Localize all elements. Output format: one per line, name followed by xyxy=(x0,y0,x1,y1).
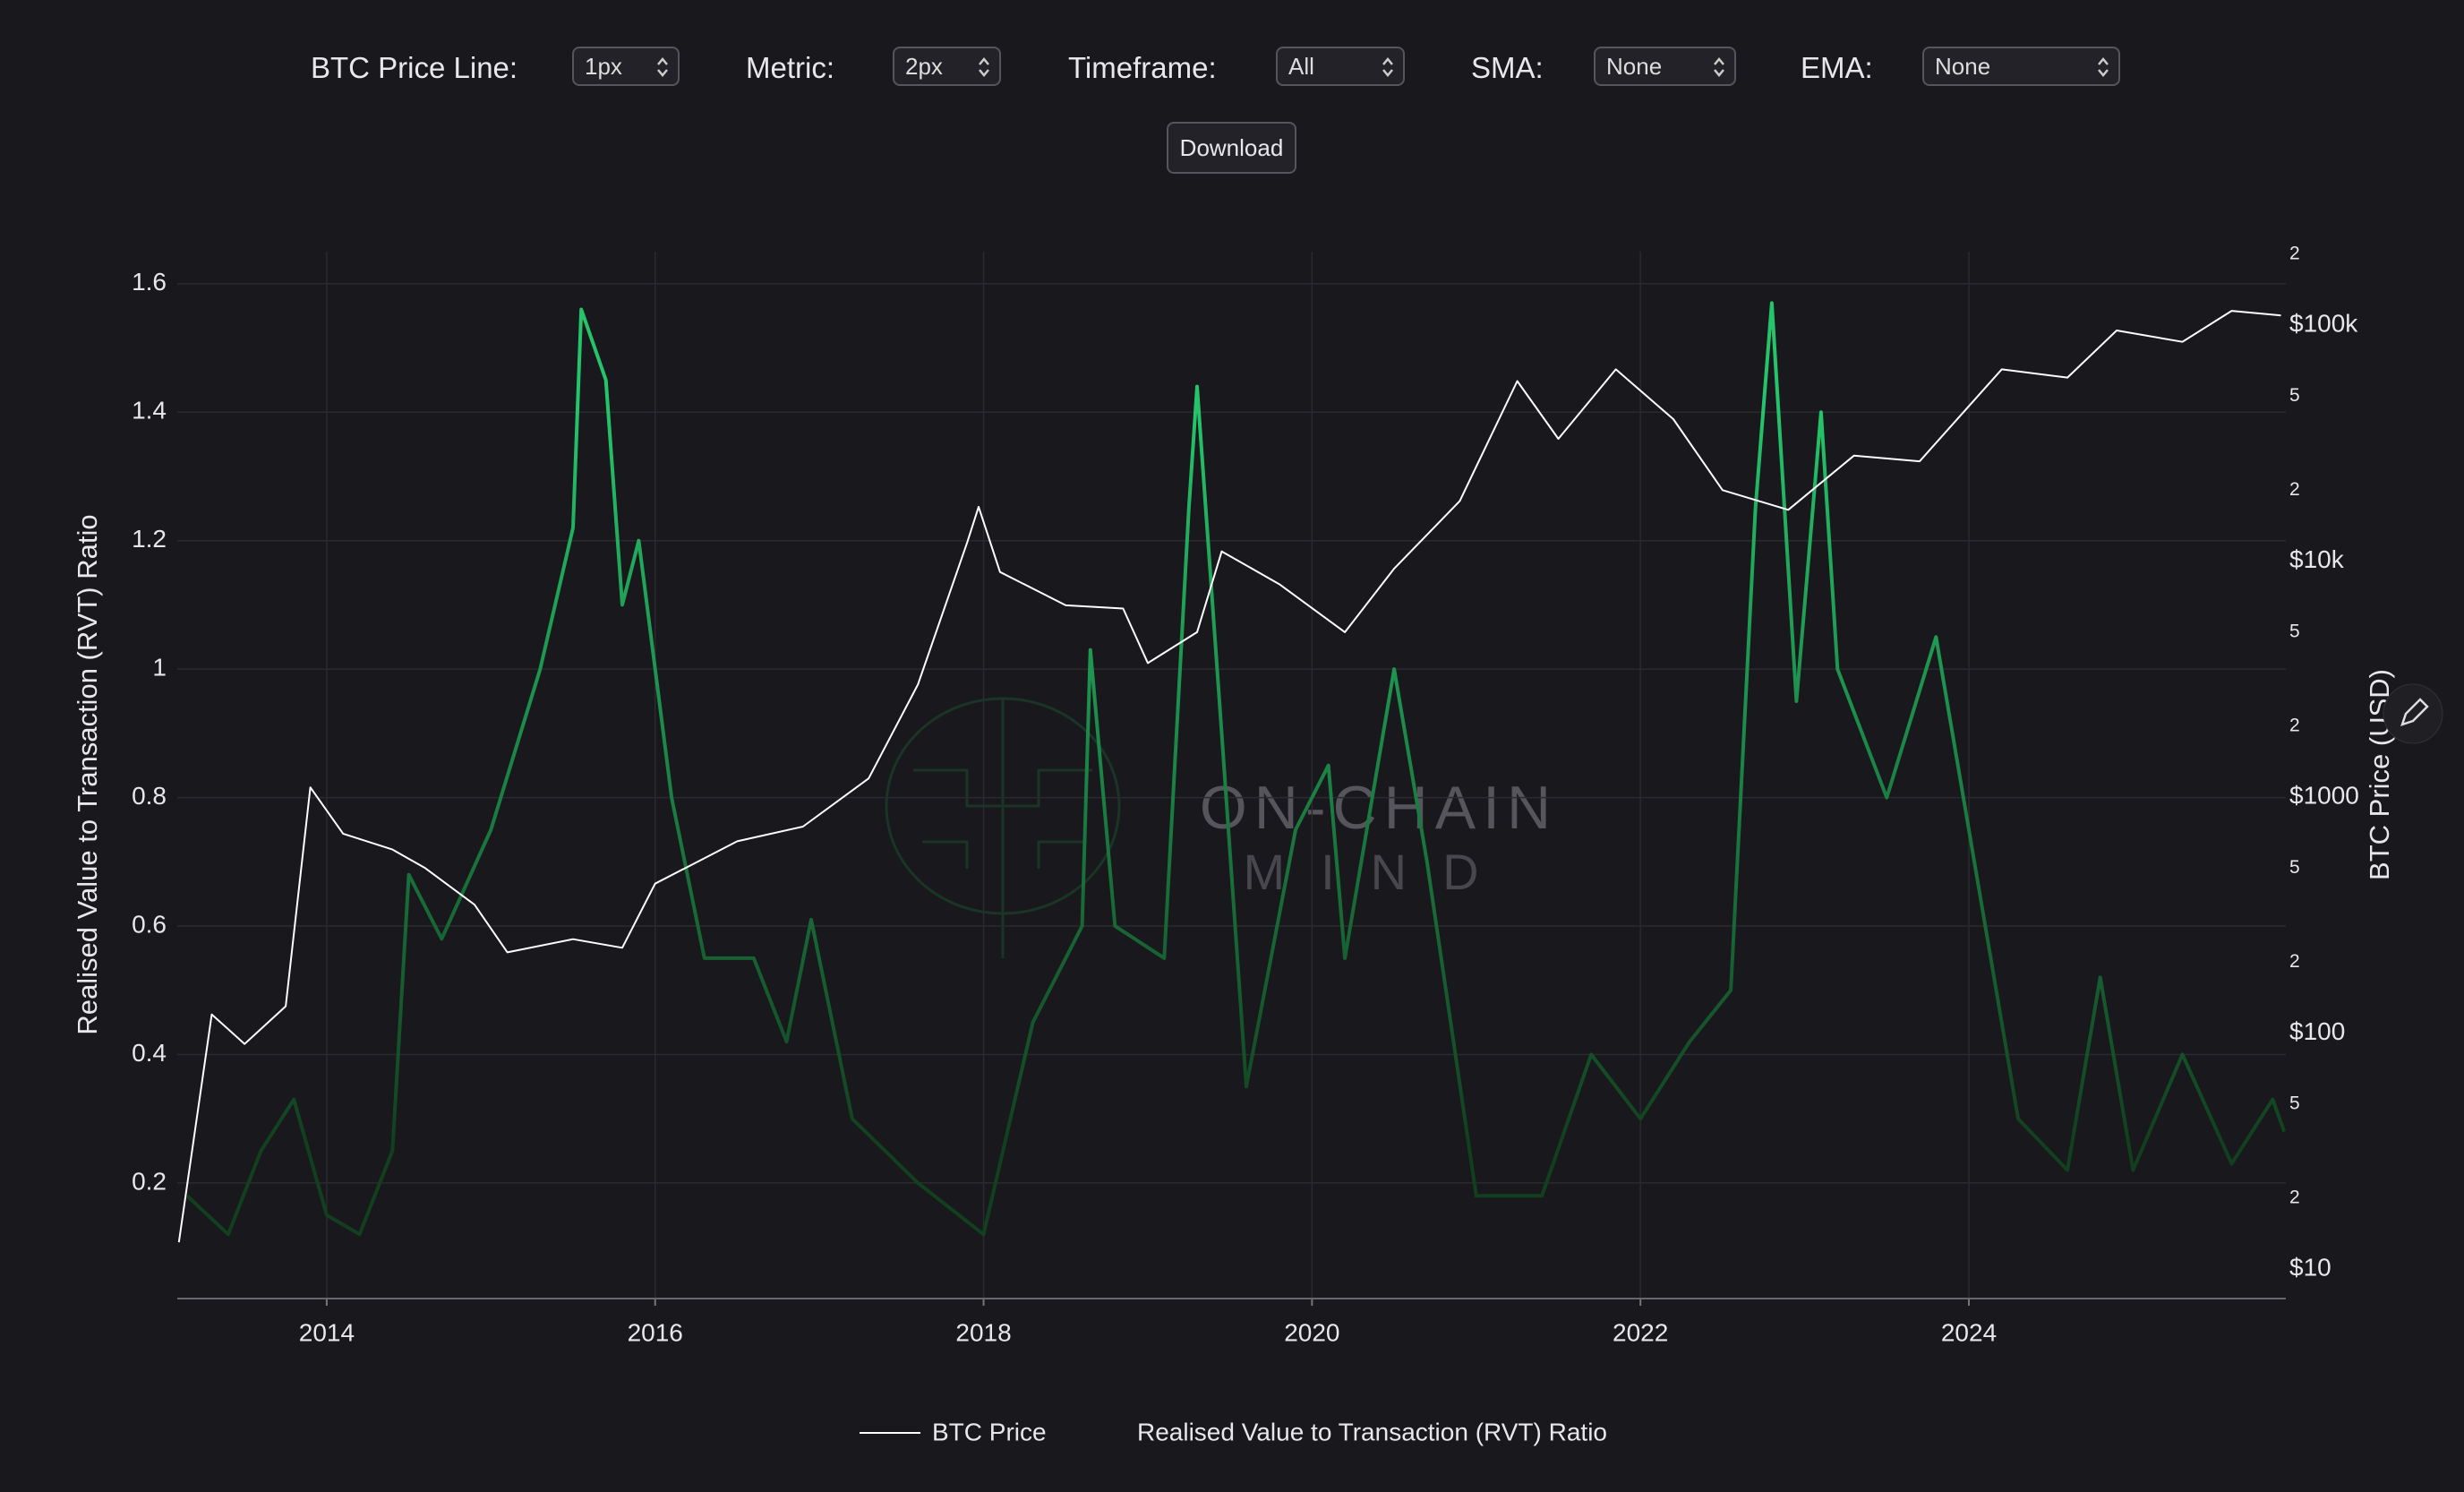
x-tick-label: 2024 xyxy=(1941,1318,1997,1346)
y-tick-label: 0.8 xyxy=(132,782,167,810)
watermark xyxy=(885,697,1121,958)
select[interactable]: 1px xyxy=(572,47,680,86)
legend-label: Realised Value to Transaction (RVT) Rati… xyxy=(1137,1418,1607,1445)
control-label: Metric: xyxy=(746,51,834,84)
edit-button[interactable] xyxy=(2383,683,2443,744)
control-label: EMA: xyxy=(1801,51,1873,84)
y2-tick-label: 2 xyxy=(2289,479,2300,500)
y-axis-label: Realised Value to Transaction (RVT) Rati… xyxy=(72,514,103,1034)
y2-tick-label: 2 xyxy=(2289,951,2300,972)
y2-tick-label: $10 xyxy=(2289,1253,2331,1281)
y-tick-label: 1.6 xyxy=(132,268,167,296)
y-tick-label: 1 xyxy=(152,654,167,682)
select[interactable]: None xyxy=(1922,47,2120,86)
select-value: 2px xyxy=(905,52,943,80)
edit-icon xyxy=(2400,698,2429,726)
y2-tick-label: $100 xyxy=(2289,1017,2345,1045)
y-tick-label: 0.2 xyxy=(132,1167,167,1195)
control-label: Timeframe: xyxy=(1068,51,1217,84)
x-tick-label: 2022 xyxy=(1613,1318,1668,1346)
select-value: None xyxy=(1935,52,1991,80)
y2-tick-label: $10k xyxy=(2289,545,2345,573)
y2-tick-label: 2 xyxy=(2289,1187,2300,1207)
watermark-text: ON-CHAIN xyxy=(1200,774,1558,842)
series-line xyxy=(185,301,2287,1237)
x-tick-label: 2016 xyxy=(628,1318,683,1346)
y2-tick-label: 2 xyxy=(2289,715,2300,735)
y-tick-label: 1.4 xyxy=(132,397,167,424)
series-line xyxy=(177,310,2281,1243)
control-label: SMA: xyxy=(1471,51,1544,84)
control-label: BTC Price Line: xyxy=(311,51,518,84)
select[interactable]: 2px xyxy=(893,47,1001,86)
y2-tick-label: 5 xyxy=(2289,857,2300,878)
y-tick-label: 1.2 xyxy=(132,525,167,553)
y-tick-label: 0.6 xyxy=(132,910,167,938)
download-button[interactable]: Download xyxy=(1167,122,1296,174)
y2-tick-label: $100k xyxy=(2289,310,2358,338)
select-value: All xyxy=(1288,52,1314,80)
x-tick-label: 2014 xyxy=(299,1318,355,1346)
y2-tick-label: 2 xyxy=(2289,243,2300,263)
select-value: 1px xyxy=(585,52,622,80)
y2-tick-label: 5 xyxy=(2289,1093,2300,1113)
x-tick-label: 2018 xyxy=(955,1318,1011,1346)
legend-label: BTC Price xyxy=(932,1418,1047,1445)
select[interactable]: None xyxy=(1594,47,1736,86)
select[interactable]: All xyxy=(1276,47,1405,86)
x-tick-label: 2020 xyxy=(1284,1318,1339,1346)
y2-tick-label: $1000 xyxy=(2289,782,2359,810)
y2-tick-label: 5 xyxy=(2289,621,2300,641)
y2-tick-label: 5 xyxy=(2289,385,2300,406)
y-tick-label: 0.4 xyxy=(132,1039,167,1067)
select-value: None xyxy=(1606,52,1663,80)
